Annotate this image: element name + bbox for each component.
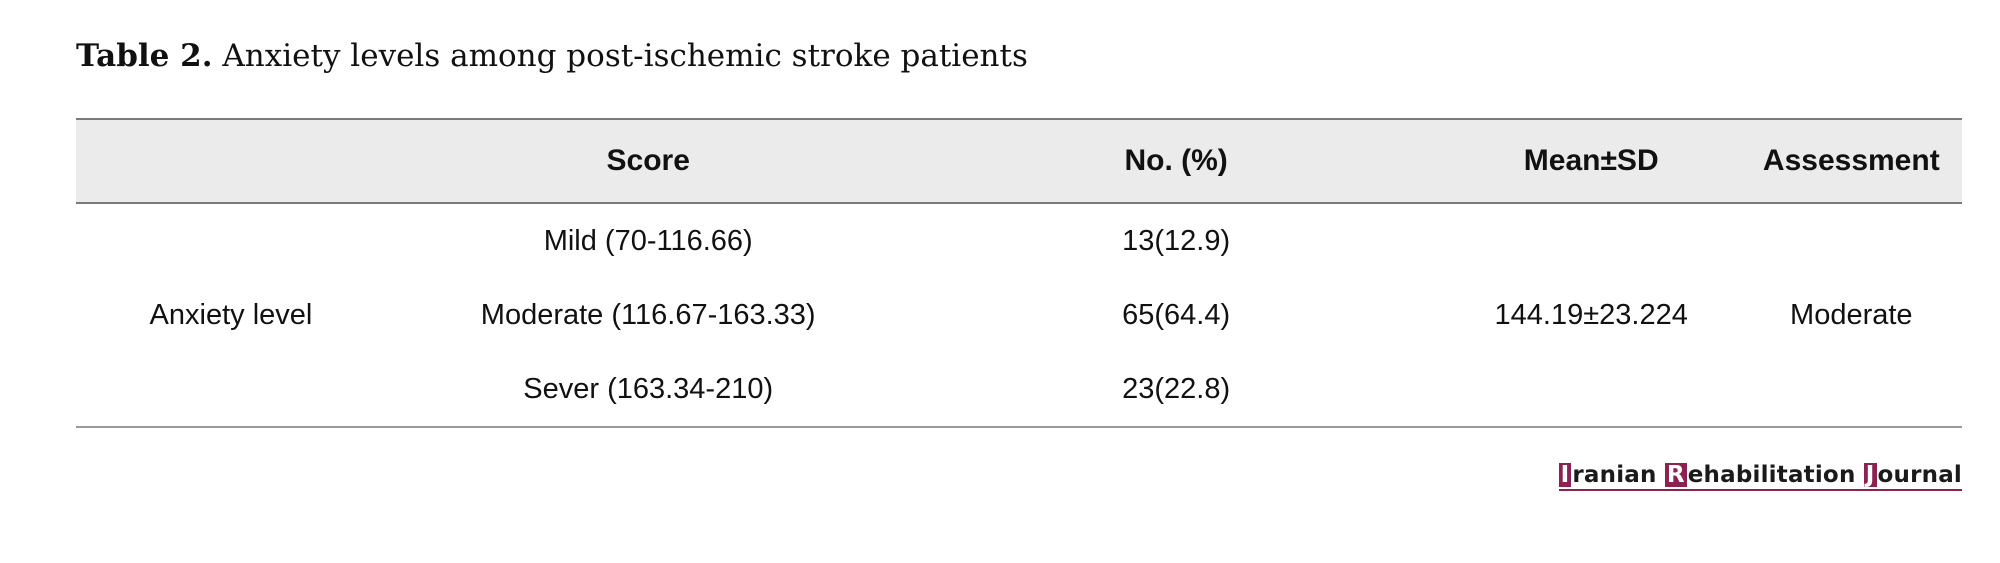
header-count-percent: No. (%): [910, 118, 1442, 204]
row-label-anxiety-level: Anxiety level: [76, 203, 386, 428]
table-row: Moderate (116.67-163.33) 65(64.4): [76, 278, 1962, 352]
score-cell: Mild (70-116.66): [543, 224, 753, 257]
journal-initial-j: J: [1863, 462, 1877, 488]
score-cell: Sever (163.34-210): [385, 352, 911, 428]
anxiety-table-container: Score No. (%) Mean±SD Assessment Anxiety…: [76, 118, 1962, 428]
journal-initial-i: I: [1558, 462, 1572, 488]
table-row: Sever (163.34-210) 23(22.8): [76, 352, 1962, 428]
score-cell: Moderate (116.67-163.33): [480, 298, 816, 331]
header-mean-sd: Mean±SD: [1441, 118, 1741, 204]
mean-sd-cell: 144.19±23.224: [1441, 203, 1741, 428]
table-header-row: Score No. (%) Mean±SD Assessment: [76, 118, 1962, 204]
header-empty: [76, 118, 386, 204]
table-row: Anxiety level Mild (70-116.66) 13(12.9) …: [76, 203, 1962, 428]
table-caption-label: Table 2.: [76, 38, 213, 74]
count-percent-cell: 65(64.4): [1122, 298, 1231, 331]
journal-logo-underline: [1558, 489, 1962, 491]
assessment-cell: Moderate: [1740, 203, 1962, 428]
header-assessment: Assessment: [1740, 118, 1962, 204]
header-score: Score: [385, 118, 911, 204]
journal-text-ournal: ournal: [1877, 462, 1962, 488]
table-caption-text: Anxiety levels among post-ischemic strok…: [222, 38, 1028, 74]
journal-text-ranian: ranian: [1572, 462, 1665, 488]
journal-initial-r: R: [1664, 462, 1687, 488]
table-caption: Table 2. Anxiety levels among post-ische…: [76, 38, 1028, 74]
count-percent-cell: 13(12.9): [1122, 224, 1231, 257]
journal-text-ehabilitation: ehabilitation: [1687, 462, 1864, 488]
count-percent-cell: 23(22.8): [910, 352, 1442, 428]
anxiety-table: Score No. (%) Mean±SD Assessment Anxiety…: [76, 118, 1962, 428]
